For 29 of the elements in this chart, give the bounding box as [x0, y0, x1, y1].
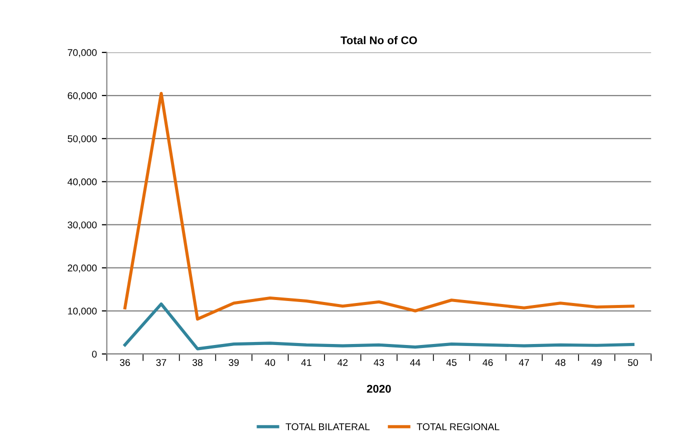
y-tick-label: 50,000: [68, 135, 97, 144]
x-tick-label: 47: [518, 359, 530, 366]
x-tick-label: 49: [591, 359, 602, 366]
line-series: [123, 302, 634, 350]
y-tick-label: 40,000: [68, 178, 97, 186]
y-tick-label: 70,000: [68, 49, 97, 58]
y-tick-label: 10,000: [68, 308, 97, 316]
x-tick-label: 46: [482, 359, 493, 366]
line-series: [123, 92, 634, 321]
y-tick-label: 30,000: [68, 221, 97, 230]
x-tick-label: 45: [446, 359, 457, 366]
x-tick-label: 41: [301, 359, 312, 366]
legend-label: TOTAL REGIONAL: [416, 423, 500, 430]
x-tick-label: 38: [192, 359, 202, 366]
y-tick-label: 0: [92, 350, 97, 358]
x-tick-label: 44: [410, 359, 420, 366]
y-tick-label: 20,000: [68, 264, 97, 273]
x-tick-label: 43: [374, 359, 384, 366]
x-axis-title: 2020: [366, 384, 391, 393]
x-tick-label: 40: [264, 359, 276, 366]
y-tick-label: 60,000: [68, 92, 97, 100]
legend-label: TOTAL BILATERAL: [286, 423, 370, 430]
chart-title: Total No of CO: [340, 36, 417, 44]
x-tick-label: 39: [228, 359, 239, 366]
x-tick-label: 48: [555, 359, 566, 366]
x-tick-label: 42: [337, 359, 348, 366]
x-tick-label: 37: [156, 359, 166, 366]
x-tick-label: 50: [628, 359, 638, 366]
x-tick-label: 36: [120, 359, 130, 366]
